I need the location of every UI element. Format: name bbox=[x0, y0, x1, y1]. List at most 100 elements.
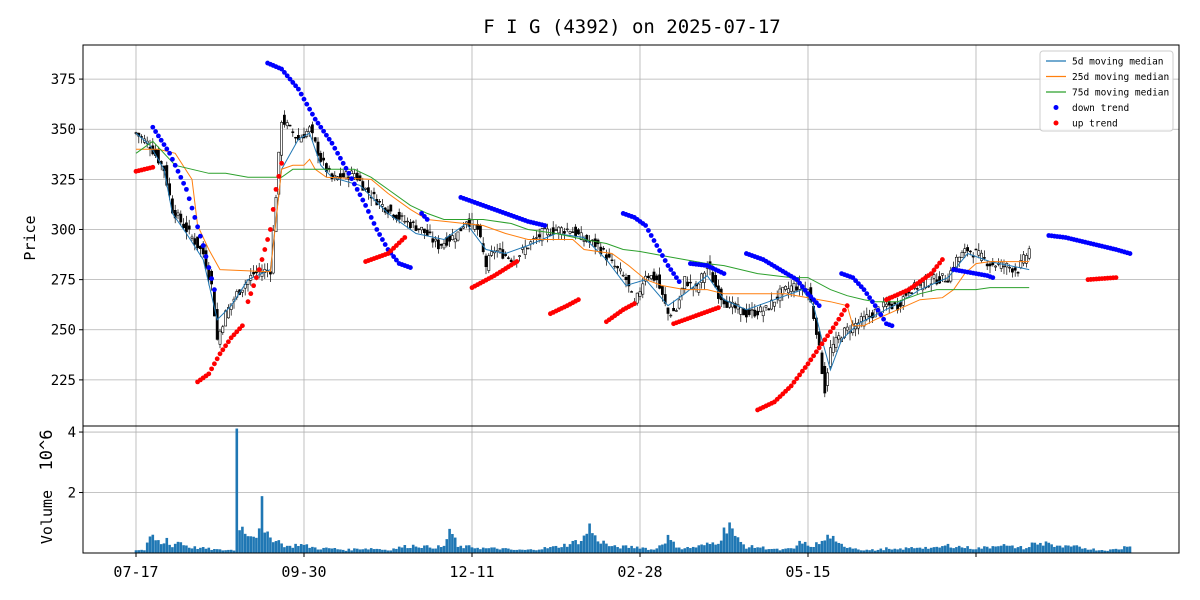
candle-body bbox=[868, 315, 872, 318]
candle-body bbox=[470, 219, 474, 225]
volume-bar bbox=[568, 544, 572, 553]
volume-bar bbox=[607, 546, 611, 553]
candle-body bbox=[498, 248, 502, 250]
candle-body bbox=[282, 114, 286, 125]
candle-body bbox=[204, 250, 208, 269]
volume-bar bbox=[246, 536, 250, 553]
candle-body bbox=[333, 175, 337, 178]
down-trend-dot bbox=[391, 254, 396, 259]
candle-body bbox=[450, 235, 454, 240]
volume-bar bbox=[204, 548, 208, 553]
up-trend-dot bbox=[811, 353, 816, 359]
volume-bar bbox=[1123, 546, 1126, 553]
price-ytick-label: 275 bbox=[51, 273, 76, 289]
down-trend-dot bbox=[153, 129, 159, 134]
candle-body bbox=[859, 316, 863, 322]
volume-bar bbox=[355, 548, 359, 553]
volume-bar bbox=[445, 539, 449, 553]
down-trend-dot bbox=[172, 162, 178, 168]
volume-bar bbox=[431, 548, 435, 553]
volume-bar bbox=[1044, 541, 1048, 553]
volume-bar bbox=[448, 528, 451, 553]
down-trend-dot bbox=[296, 86, 301, 92]
volume-bar bbox=[462, 548, 465, 553]
candle-body bbox=[677, 299, 681, 309]
candle-body bbox=[227, 307, 230, 319]
candle-body bbox=[994, 265, 998, 268]
volume-bar bbox=[406, 548, 409, 553]
volume-bar bbox=[887, 548, 891, 553]
volume-bar bbox=[672, 541, 675, 553]
volume-axis-label: Volume bbox=[38, 490, 56, 544]
volume-bar bbox=[1053, 546, 1056, 553]
up-trend-dot bbox=[265, 237, 270, 242]
volume-bar bbox=[859, 550, 863, 553]
volume-bar bbox=[577, 544, 580, 553]
up-trend-dot bbox=[791, 379, 797, 385]
candle-body bbox=[560, 227, 564, 235]
volume-bar bbox=[417, 547, 421, 553]
volume-bar bbox=[960, 547, 964, 553]
volume-bar bbox=[255, 537, 258, 553]
volume-bar bbox=[221, 550, 225, 553]
volume-bar bbox=[977, 547, 981, 553]
up-trend-dot bbox=[1113, 275, 1119, 281]
volume-bar bbox=[465, 545, 468, 553]
candle-body bbox=[977, 250, 981, 256]
up-trend-dot bbox=[632, 301, 637, 307]
down-trend-dot bbox=[301, 96, 307, 102]
volume-bar bbox=[871, 549, 874, 553]
volume-bar bbox=[739, 541, 743, 553]
down-trend-dot bbox=[368, 215, 374, 220]
down-trend-dot bbox=[206, 265, 212, 270]
candle-body bbox=[621, 274, 625, 277]
volume-bar bbox=[913, 548, 916, 553]
volume-bar bbox=[778, 550, 782, 553]
candle-body bbox=[1002, 265, 1006, 268]
candle-body bbox=[750, 309, 754, 312]
candle-body bbox=[193, 238, 197, 245]
volume-bar bbox=[392, 548, 395, 553]
volume-bar bbox=[311, 546, 314, 553]
candle-body bbox=[263, 269, 267, 273]
down-trend-dot bbox=[200, 243, 206, 248]
candle-body bbox=[448, 235, 452, 242]
volume-bar bbox=[232, 550, 236, 553]
median-75d-line bbox=[135, 140, 1030, 303]
down-trend-dot bbox=[864, 291, 870, 297]
volume-bar bbox=[633, 548, 636, 553]
volume-bar bbox=[1011, 545, 1014, 553]
volume-bar bbox=[322, 547, 325, 553]
down-trend-dot bbox=[856, 281, 861, 287]
volume-bar bbox=[703, 545, 706, 553]
volume-bar bbox=[199, 547, 202, 553]
volume-bar bbox=[157, 540, 160, 553]
down-trend-dot bbox=[814, 300, 819, 306]
volume-bar bbox=[543, 547, 547, 553]
candle-body bbox=[364, 187, 368, 190]
candle-body bbox=[218, 330, 222, 345]
legend-label: down trend bbox=[1072, 103, 1129, 114]
volume-bar bbox=[451, 534, 454, 553]
volume-bar bbox=[949, 547, 953, 553]
volume-bar bbox=[683, 548, 687, 553]
down-trend-dot bbox=[349, 176, 354, 182]
candle-body bbox=[291, 131, 295, 134]
volume-bar bbox=[1114, 548, 1118, 553]
volume-bar bbox=[439, 547, 443, 553]
candle-body bbox=[655, 275, 659, 281]
volume-bar bbox=[663, 543, 667, 553]
volume-bar bbox=[714, 544, 717, 553]
candle-body bbox=[316, 141, 320, 156]
volume-bar bbox=[759, 547, 762, 553]
up-trend-dot bbox=[934, 264, 940, 269]
up-trend-dot bbox=[822, 337, 828, 343]
volume-bar bbox=[411, 544, 415, 553]
volume-bar bbox=[969, 548, 972, 553]
volume-bar bbox=[602, 540, 605, 553]
candle-body bbox=[753, 309, 757, 317]
volume-bar bbox=[179, 542, 183, 553]
volume-bar bbox=[224, 550, 227, 553]
down-trend-dot bbox=[657, 248, 662, 253]
volume-bar bbox=[350, 550, 353, 553]
